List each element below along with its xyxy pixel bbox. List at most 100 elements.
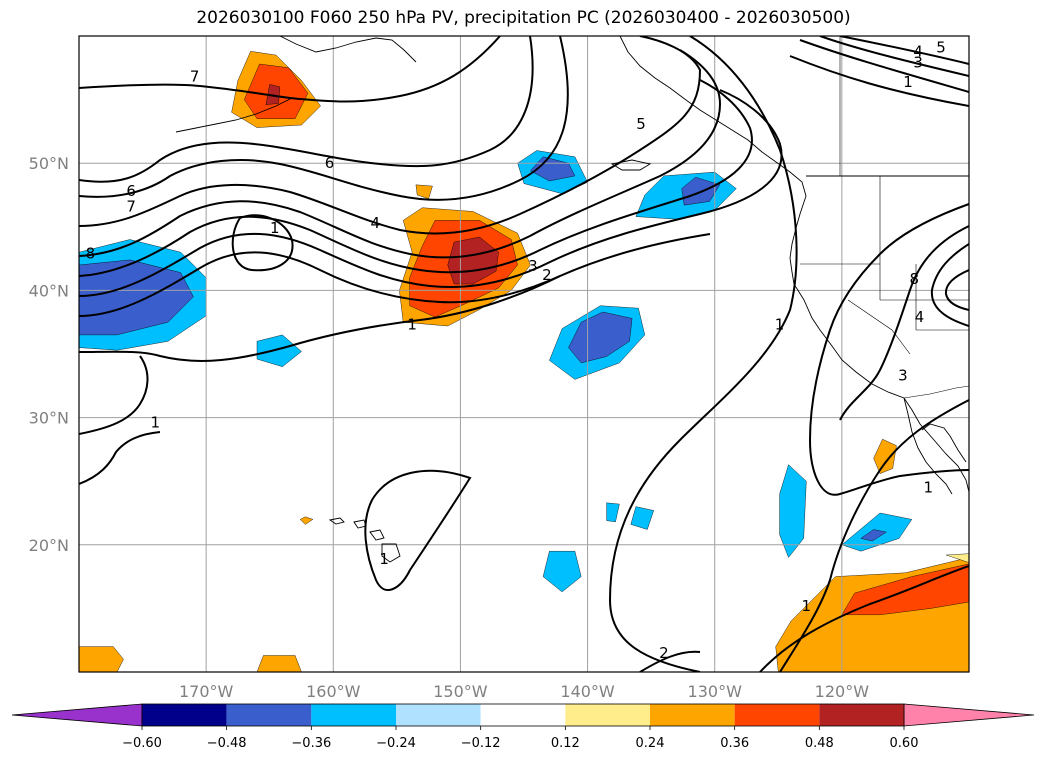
pv-pos-162-22 [299,516,314,525]
pv-contour-7-north [79,36,501,103]
contour-label-15: 5 [936,38,946,56]
contour-label-10: 1 [407,316,417,334]
colorbar-swatch-1 [226,704,312,726]
pv-pos-166-57-l3 [265,84,281,105]
west-coast-north-america [619,36,969,493]
contour-label-21: 4 [915,308,925,326]
gulf-of-california [921,423,967,463]
colorbar: −0.60 −0.48 −0.36 −0.24 −0.12 0.12 0.24 0.36 0.4… [11,703,1035,751]
pv-contour-3-east [839,225,969,421]
colorbar-label-8: 0.48 [805,736,834,751]
pv-contour-4 [79,36,702,235]
colorbar-label-3: −0.24 [376,736,416,751]
longitude-labels: 170°W 160°W 150°W 140°W 130°W 120°W [179,682,869,701]
colorbar-label-6: 0.24 [636,736,665,751]
contour-label-3: 8 [86,245,96,263]
contour-label-18: 1 [903,73,913,91]
map-title: 2026030100 F060 250 hPa PV, precipitatio… [196,8,851,28]
pv-neg-small-165 [256,334,302,367]
colorbar-label-9: 0.60 [890,736,919,751]
lon-label-1: 160°W [306,682,361,701]
contour-label-17: 3 [913,54,923,72]
us-state-borders [800,176,969,331]
pv-pos-165-11 [256,655,302,672]
pv-contour-6 [79,36,534,183]
lat-label-3: 50°N [29,154,69,173]
colorbar-label-1: −0.48 [207,736,247,751]
pv-pos-118-14-l3 [946,553,969,563]
aleutian-islands [175,97,293,133]
pv-neg-136-22 [630,506,654,530]
colorbar-swatch-7 [734,704,820,726]
contour-label-19: 1 [775,316,785,334]
lon-label-3: 140°W [560,682,615,701]
contour-label-6: 4 [370,214,380,232]
colorbar-label-5: 0.12 [551,736,580,751]
pv-contour-4-east [930,243,969,327]
alaska-coast [279,36,417,63]
pv-contours [79,36,969,672]
contour-label-14: 1 [801,597,811,615]
pv-contour-1-hawaii [364,469,472,592]
pv-contour-2 [79,79,753,277]
colorbar-label-7: 0.36 [720,736,749,751]
pv-contour-5-ne [839,36,969,65]
baja-california [903,397,953,495]
lon-label-4: 130°W [688,682,743,701]
pv-contour-1-ne [789,55,969,107]
contour-label-0: 7 [190,68,200,86]
hawaii-maui [369,529,385,541]
contour-label-12: 1 [379,550,389,568]
contour-label-7: 5 [636,115,646,133]
lon-label-5: 120°W [815,682,870,701]
colorbar-label-0: −0.60 [122,736,162,751]
map-frame [78,35,970,673]
pv-neg-125-22 [779,464,807,558]
colorbar-extend-high [903,703,1035,727]
contour-label-1: 6 [126,182,136,200]
pv-pos-117-27 [873,438,897,474]
precipitation-fill-layer [79,51,969,672]
contour-label-11: 1 [151,414,161,432]
contour-label-16: 4 [913,42,923,60]
pv-contour-2-south [608,36,798,672]
contour-label-2: 7 [126,197,136,215]
pv-contour-1a [79,89,783,297]
california-nevada-border [847,299,911,355]
pv-neg-west-inner [79,259,194,336]
island-145w [610,159,652,171]
graticule [79,36,969,672]
pv-contour-1-loop-west [231,214,294,272]
pv-contour-2-south-label-seg [639,650,701,672]
pv-pos-180-12 [79,646,124,672]
lat-label-2: 40°N [29,281,69,300]
pv-contour-1b [79,233,711,317]
contour-label-13: 2 [659,644,669,662]
contour-label-5: 6 [325,154,335,172]
colorbar-swatch-2 [311,704,396,726]
pv-neg-141-18 [542,551,582,593]
lon-label-2: 150°W [433,682,488,701]
colorbar-swatch-6 [650,704,735,726]
pv-contour-3-ne [799,39,969,93]
colorbar-swatch-8 [819,704,904,726]
colorbar-swatch-3 [396,704,481,726]
pv-contour-1-mexico [779,399,969,672]
pv-contour-8-east [944,269,969,311]
pv-neg-140-36-inner [568,311,633,364]
pv-contour-4-ne [819,36,969,77]
pv-contour-1-south-east [759,565,969,672]
pv-neg-138-23 [606,502,620,523]
colorbar-swatch-4 [480,704,566,726]
contour-label-22: 3 [898,367,908,385]
pv-contour-3 [79,49,722,259]
contour-label-8: 3 [528,257,538,275]
hawaii-big-island [381,543,401,563]
lat-label-1: 30°N [29,409,69,428]
contour-label-4: 1 [270,219,280,237]
pv-contour-1-sw [79,355,149,435]
pv-contour-1-sw2 [79,431,161,485]
lat-label-0: 20°N [29,536,69,555]
pv-contour-1-east [808,203,969,496]
